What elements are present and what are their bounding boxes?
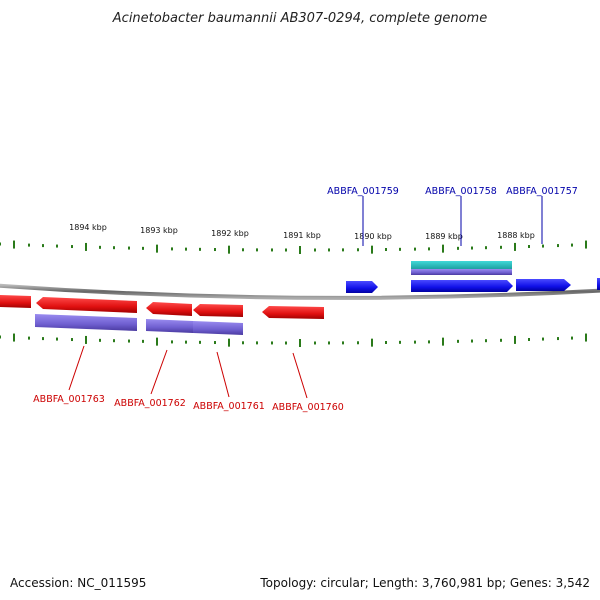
gene-arrow-edge[interactable] [597, 278, 600, 290]
genome-summary-text: Topology: circular; Length: 3,760,981 bp… [259, 576, 590, 590]
gene-label-ABBFA_001762[interactable]: ABBFA_001762 [114, 398, 186, 409]
gene-arrow-ABBFA_001760[interactable] [262, 306, 324, 319]
homology-band-ABBFA_001762[interactable] [146, 319, 193, 333]
tick-label: 1892 kbp [211, 229, 249, 238]
tick-labels: 1894 kbp 1893 kbp 1892 kbp 1891 kbp 1890… [69, 223, 535, 241]
gene-arrow-ABBFA_001759[interactable] [346, 281, 378, 293]
homology-band-ABBFA_001763[interactable] [35, 314, 137, 331]
gene-arrow-ABBFA_001763[interactable] [36, 297, 137, 313]
gene-label-ABBFA_001758[interactable]: ABBFA_001758 [425, 186, 497, 197]
forward-strand-features [346, 261, 600, 293]
tick-label: 1894 kbp [69, 223, 107, 232]
leader-line [292, 352, 308, 399]
leader-line [216, 351, 230, 398]
leader-line [68, 345, 85, 391]
tick-row-inner [0, 333, 587, 347]
gene-arrow-edge-reverse[interactable] [0, 295, 31, 308]
tick-label: 1891 kbp [283, 231, 321, 240]
gene-arrow-ABBFA_001757[interactable] [516, 279, 571, 291]
forward-gene-labels: ABBFA_001759 ABBFA_001758 ABBFA_001757 [327, 186, 578, 246]
gene-label-ABBFA_001757[interactable]: ABBFA_001757 [506, 186, 578, 197]
tick-label: 1893 kbp [140, 226, 178, 235]
tick-label: 1888 kbp [497, 231, 535, 240]
map-title: Acinetobacter baumannii AB307-0294, comp… [112, 11, 487, 26]
gene-label-ABBFA_001761[interactable]: ABBFA_001761 [193, 401, 265, 412]
tick-label: 1889 kbp [425, 232, 463, 241]
accession-text: Accession: NC_011595 [10, 576, 146, 590]
rna-feature-ABBFA_001758[interactable] [411, 261, 512, 270]
gene-arrow-ABBFA_001758[interactable] [411, 280, 513, 292]
leader-line [150, 349, 168, 395]
gene-label-ABBFA_001760[interactable]: ABBFA_001760 [272, 402, 344, 413]
genome-backbone [0, 283, 600, 300]
homology-band-ABBFA_001761[interactable] [193, 321, 243, 335]
reverse-gene-labels: ABBFA_001763 ABBFA_001762 ABBFA_001761 A… [33, 345, 344, 413]
tick-row-outer [0, 240, 587, 254]
reverse-strand-features [0, 295, 324, 335]
tick-label: 1890 kbp [354, 232, 392, 241]
gene-arrow-ABBFA_001762[interactable] [146, 302, 192, 316]
gene-label-ABBFA_001759[interactable]: ABBFA_001759 [327, 186, 399, 197]
rna-feature-lower-ABBFA_001758[interactable] [411, 269, 512, 275]
gene-arrow-ABBFA_001761[interactable] [193, 304, 243, 317]
gene-label-ABBFA_001763[interactable]: ABBFA_001763 [33, 394, 105, 405]
